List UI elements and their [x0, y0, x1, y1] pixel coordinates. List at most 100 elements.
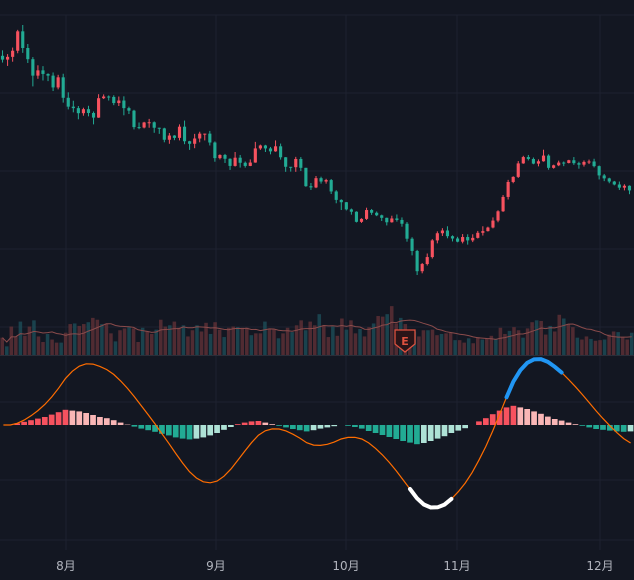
- candle-body[interactable]: [127, 108, 131, 111]
- candle-body[interactable]: [0, 55, 5, 60]
- candle-body[interactable]: [6, 56, 10, 60]
- candle-body[interactable]: [294, 158, 298, 168]
- candle-body[interactable]: [516, 163, 520, 177]
- candle-body[interactable]: [233, 157, 237, 166]
- candle-body[interactable]: [213, 142, 217, 159]
- candle-body[interactable]: [16, 31, 20, 51]
- candle-body[interactable]: [177, 126, 182, 138]
- candle-body[interactable]: [602, 175, 606, 179]
- candle-body[interactable]: [51, 75, 55, 88]
- candle-body[interactable]: [385, 217, 389, 223]
- candle-body[interactable]: [188, 141, 192, 144]
- candle-body[interactable]: [279, 146, 283, 158]
- macd-pane[interactable]: [3, 357, 634, 510]
- candle-body[interactable]: [263, 145, 268, 149]
- candle-body[interactable]: [319, 178, 323, 182]
- candle-body[interactable]: [46, 73, 50, 76]
- candle-body[interactable]: [405, 223, 409, 239]
- candle-body[interactable]: [142, 122, 146, 128]
- candle-body[interactable]: [147, 122, 151, 124]
- candle-body[interactable]: [496, 211, 500, 221]
- candle-body[interactable]: [228, 158, 232, 166]
- candle-body[interactable]: [597, 166, 601, 176]
- candle-body[interactable]: [526, 157, 530, 159]
- candle-body[interactable]: [491, 220, 495, 228]
- price-pane[interactable]: [0, 25, 632, 275]
- candle-body[interactable]: [435, 233, 439, 241]
- candle-body[interactable]: [506, 181, 510, 197]
- candle-body[interactable]: [97, 98, 101, 118]
- candle-body[interactable]: [466, 237, 470, 241]
- candle-body[interactable]: [309, 186, 313, 188]
- candle-body[interactable]: [107, 96, 111, 98]
- candle-body[interactable]: [314, 178, 318, 188]
- candle-body[interactable]: [162, 128, 166, 140]
- candle-body[interactable]: [577, 163, 581, 165]
- candle-body[interactable]: [253, 148, 257, 163]
- candle-body[interactable]: [471, 237, 475, 241]
- candle-body[interactable]: [410, 238, 414, 251]
- candle-body[interactable]: [587, 161, 591, 163]
- candle-body[interactable]: [521, 157, 525, 164]
- candle-body[interactable]: [66, 97, 70, 107]
- candle-body[interactable]: [541, 155, 546, 162]
- candle-body[interactable]: [329, 180, 333, 192]
- candle-body[interactable]: [41, 70, 45, 74]
- candle-body[interactable]: [193, 138, 197, 144]
- candle-body[interactable]: [243, 162, 247, 166]
- candle-body[interactable]: [334, 191, 338, 200]
- candle-body[interactable]: [182, 126, 187, 142]
- candle-body[interactable]: [61, 77, 65, 98]
- candle-body[interactable]: [91, 112, 96, 118]
- candle-body[interactable]: [157, 127, 161, 129]
- candle-body[interactable]: [102, 96, 106, 99]
- candle-body[interactable]: [324, 180, 328, 182]
- candle-body[interactable]: [592, 161, 596, 167]
- candle-body[interactable]: [122, 100, 126, 109]
- candle-body[interactable]: [198, 133, 202, 139]
- candle-body[interactable]: [461, 237, 465, 242]
- candle-body[interactable]: [223, 154, 227, 159]
- candle-body[interactable]: [172, 135, 176, 138]
- candle-body[interactable]: [450, 236, 455, 239]
- candle-body[interactable]: [289, 166, 293, 168]
- time-axis[interactable]: 8月 9月 10月 11月 12月: [56, 559, 613, 573]
- candle-body[interactable]: [76, 108, 80, 114]
- candle-body[interactable]: [531, 158, 535, 164]
- candle-body[interactable]: [203, 133, 207, 135]
- candle-body[interactable]: [456, 238, 460, 242]
- candle-body[interactable]: [81, 109, 85, 114]
- candle-body[interactable]: [21, 31, 25, 48]
- candle-body[interactable]: [364, 210, 369, 219]
- candle-body[interactable]: [617, 184, 621, 188]
- candle-body[interactable]: [284, 157, 288, 167]
- candle-body[interactable]: [238, 157, 242, 163]
- candle-body[interactable]: [56, 77, 60, 88]
- candle-body[interactable]: [390, 218, 394, 223]
- candle-body[interactable]: [380, 215, 384, 218]
- candle-body[interactable]: [370, 210, 374, 213]
- candle-body[interactable]: [248, 162, 252, 166]
- candle-body[interactable]: [536, 161, 541, 164]
- candle-body[interactable]: [375, 212, 379, 216]
- candle-body[interactable]: [440, 230, 444, 234]
- candle-body[interactable]: [445, 230, 450, 237]
- candle-body[interactable]: [11, 50, 15, 57]
- candle-body[interactable]: [304, 167, 308, 187]
- candle-body[interactable]: [420, 264, 424, 272]
- candle-body[interactable]: [476, 232, 480, 238]
- candle-body[interactable]: [359, 218, 364, 222]
- candle-body[interactable]: [430, 240, 434, 258]
- candle-body[interactable]: [26, 47, 30, 60]
- candle-body[interactable]: [622, 185, 626, 188]
- candle-body[interactable]: [562, 162, 566, 164]
- candle-body[interactable]: [557, 162, 561, 166]
- candle-body[interactable]: [117, 100, 121, 104]
- candle-body[interactable]: [258, 145, 262, 149]
- candle-body[interactable]: [425, 257, 429, 265]
- earnings-marker-icon[interactable]: E: [394, 329, 416, 353]
- candle-body[interactable]: [112, 96, 116, 104]
- candle-body[interactable]: [354, 211, 359, 222]
- candle-body[interactable]: [612, 181, 616, 185]
